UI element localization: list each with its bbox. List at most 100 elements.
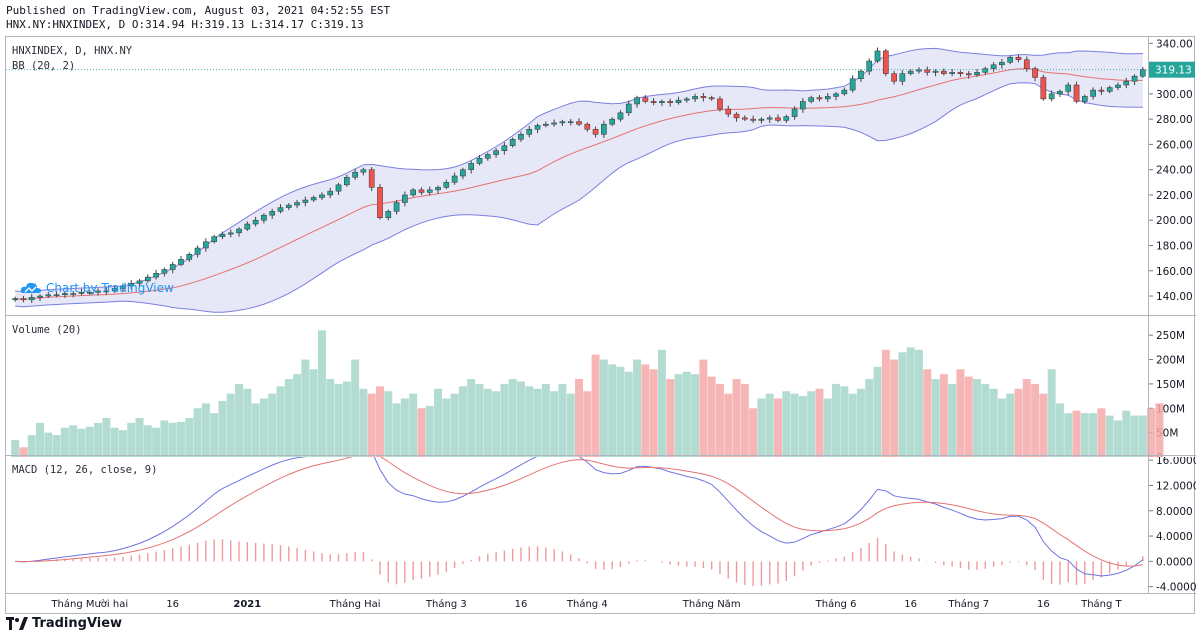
candle-body: [750, 118, 756, 121]
macd-axis-tick-label: 16.0000: [1156, 457, 1196, 467]
volume-bar: [235, 383, 244, 457]
volume-bar: [790, 393, 799, 457]
macd-legend[interactable]: MACD (12, 26, close, 9): [12, 464, 158, 476]
volume-bar: [483, 388, 492, 457]
macd-axis-tick-label: 4.0000: [1156, 531, 1193, 543]
volume-bar: [309, 369, 318, 457]
bb-legend[interactable]: BB (20, 2): [12, 60, 76, 72]
volume-bar: [906, 347, 915, 457]
macd-axis-tick-label: 12.0000: [1156, 480, 1196, 492]
volume-bar: [608, 364, 617, 457]
candle-body: [120, 285, 126, 289]
watermark-cloud-icon: [20, 282, 41, 293]
volume-bar: [873, 366, 882, 457]
volume-bar: [160, 420, 169, 457]
symbol-legend[interactable]: HNXINDEX, D, HNX.NY: [12, 45, 133, 57]
volume-bar: [715, 383, 724, 457]
volume-bar: [550, 391, 559, 457]
candle-body: [775, 117, 781, 121]
volume-bar: [293, 374, 302, 457]
chart-frame[interactable]: 140.00 160.00 180.00 200.00 220.00 240.00 260.…: [5, 36, 1196, 615]
candle-body: [1098, 89, 1105, 92]
volume-bar: [351, 359, 360, 457]
volume-pane[interactable]: 050M100M150M200M250M: [6, 317, 1196, 457]
price-axis-tick-label: 140.00: [1156, 291, 1193, 303]
candle-body: [659, 101, 665, 103]
candle-body: [443, 182, 450, 188]
candle-body: [675, 99, 682, 103]
candle-body: [990, 64, 997, 69]
candle-body: [766, 117, 773, 120]
volume-bar: [127, 422, 136, 457]
macd-pane[interactable]: -4.0000 0.0000 4.0000 8.0000 12.0000 16.0000 T…: [6, 457, 1196, 615]
volume-bar: [749, 408, 758, 457]
candle-body: [1007, 56, 1014, 63]
published-text: Published on TradingView.com, August 03,…: [6, 4, 391, 17]
volume-bar: [724, 393, 733, 457]
candle-body: [924, 69, 931, 73]
volume-bar: [442, 398, 451, 457]
volume-bar: [193, 408, 202, 457]
price-pane[interactable]: 140.00 160.00 180.00 200.00 220.00 240.00 260.…: [6, 37, 1196, 317]
volume-bar: [931, 379, 940, 457]
volume-bar: [890, 359, 899, 457]
volume-bar: [881, 349, 890, 457]
candle-body: [1032, 68, 1038, 78]
pane-divider[interactable]: [6, 315, 1196, 316]
volume-bar: [218, 400, 227, 457]
volume-axis-tick-label: 200M: [1156, 355, 1185, 367]
candle-body: [683, 98, 690, 101]
volume-bar: [11, 439, 20, 457]
volume-bar: [923, 369, 932, 457]
time-axis-label: 16: [1037, 599, 1050, 610]
time-axis-label: Tháng Năm: [682, 598, 741, 610]
volume-bar: [707, 376, 716, 457]
candle-body: [501, 145, 508, 151]
volume-bar: [1097, 408, 1106, 457]
volume-bar: [948, 383, 957, 457]
volume-bar: [334, 383, 343, 457]
volume-bar: [1031, 383, 1040, 457]
volume-bar: [1072, 410, 1081, 457]
volume-bar: [210, 413, 219, 457]
volume-bar: [342, 381, 351, 457]
volume-bar: [757, 398, 766, 457]
candle-body: [269, 211, 276, 216]
tradingview-logo-icon: [6, 617, 28, 630]
candle-body: [111, 288, 118, 292]
volume-bar: [649, 369, 658, 457]
price-axis-tick-label: 200.00: [1156, 215, 1193, 227]
volume-bar: [765, 393, 774, 457]
volume-bar: [425, 405, 434, 457]
volume-bar: [301, 359, 310, 457]
candle-body: [402, 194, 408, 203]
candle-body: [194, 247, 201, 255]
volume-bar: [599, 359, 608, 457]
candle-body: [617, 112, 624, 120]
candle-body: [999, 62, 1005, 66]
volume-bar: [973, 379, 981, 457]
candle-body: [460, 169, 466, 177]
candle-body: [576, 121, 582, 125]
footer-brand-text: TradingView: [32, 616, 123, 631]
volume-bar: [19, 447, 28, 457]
candle-body: [95, 290, 101, 293]
time-axis-label: Tháng 3: [425, 598, 467, 610]
volume-bar: [591, 354, 600, 457]
candle-body: [103, 290, 110, 293]
volume-bar: [27, 435, 36, 457]
candle-body: [700, 96, 707, 98]
volume-bar: [997, 398, 1006, 457]
volume-bar: [85, 426, 94, 457]
candle-body: [252, 219, 259, 225]
volume-bar: [566, 393, 575, 457]
volume-bar: [657, 349, 666, 457]
volume-bar: [956, 369, 965, 457]
candle-body: [816, 97, 823, 100]
volume-legend[interactable]: Volume (20): [12, 324, 82, 336]
candle-body: [86, 292, 93, 294]
pane-divider[interactable]: [6, 455, 1196, 456]
macd-axis-tick-label: 8.0000: [1156, 506, 1193, 518]
volume-bar: [575, 379, 583, 457]
candle-body: [211, 236, 217, 242]
